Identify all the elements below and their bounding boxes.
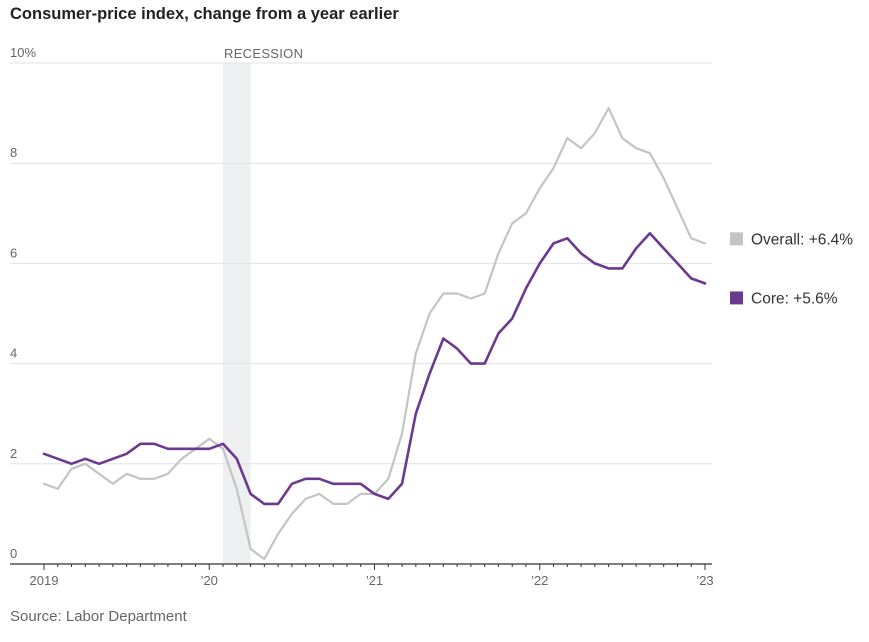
- y-tick-label: 2: [10, 446, 17, 461]
- y-tick-label: 0: [10, 546, 17, 561]
- legend-swatch-core: [730, 291, 743, 305]
- source-note: Source: Labor Department: [10, 608, 187, 625]
- y-tick-label: 10%: [10, 45, 36, 60]
- y-tick-label: 6: [10, 245, 17, 260]
- x-tick-label: ’23: [696, 573, 713, 588]
- x-tick-label: ’21: [366, 573, 383, 588]
- y-tick-label: 4: [10, 346, 17, 361]
- legend-swatch-overall: [730, 232, 743, 246]
- series-line-overall: [42, 106, 707, 561]
- chart-title: Consumer-price index, change from a year…: [10, 5, 399, 23]
- y-axis: 0 2 4 6 8 10%: [10, 45, 36, 561]
- legend-label-core: Core: +5.6%: [751, 290, 838, 307]
- legend: Overall: +6.4% Core: +5.6%: [730, 231, 853, 307]
- x-axis: 2019 ’20 ’21 ’22 ’23: [10, 563, 714, 588]
- legend-label-overall: Overall: +6.4%: [751, 231, 853, 248]
- recession-label: RECESSION: [224, 46, 303, 61]
- grid-lines: [10, 62, 712, 465]
- x-tick-label: ’20: [201, 573, 218, 588]
- series-lines: [42, 106, 707, 561]
- y-tick-label: 8: [10, 145, 17, 160]
- series-line-core: [42, 232, 707, 506]
- x-tick-label: ’22: [531, 573, 548, 588]
- x-tick-label: 2019: [30, 573, 59, 588]
